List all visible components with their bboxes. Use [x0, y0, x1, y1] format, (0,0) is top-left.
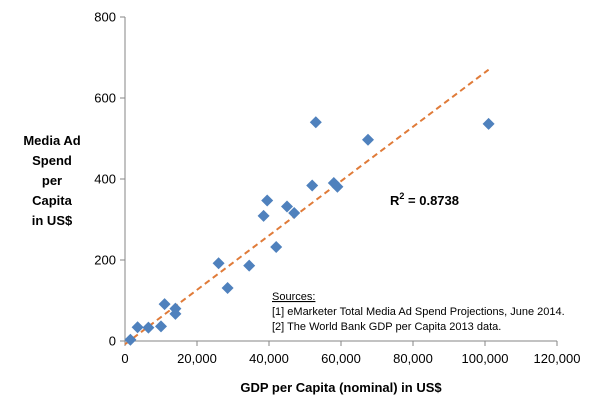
y-tick-label: 800	[94, 10, 116, 25]
r-squared-annotation: R2 = 0.8738	[390, 191, 459, 208]
data-point	[257, 209, 270, 222]
data-point	[142, 321, 155, 334]
y-tick-label: 0	[109, 334, 116, 349]
x-tick-label: 0	[121, 351, 128, 366]
source-line-2: [2] The World Bank GDP per Capita 2013 d…	[272, 321, 501, 333]
y-tick-label: 600	[94, 91, 116, 106]
data-point	[221, 281, 234, 294]
sources-heading: Sources:	[272, 291, 315, 303]
data-point	[155, 320, 167, 333]
data-point	[306, 179, 319, 192]
y-axis-label-line: Media Ad	[23, 133, 80, 148]
data-point	[261, 194, 274, 207]
x-axis-ticks: 0 20,000 40,000 60,000 80,000 100,000 120,000	[121, 341, 581, 366]
data-point	[331, 180, 344, 193]
trendline	[124, 68, 490, 346]
x-tick-label: 60,000	[321, 351, 361, 366]
data-point	[169, 307, 182, 320]
y-axis-label-line: in US$	[32, 213, 73, 228]
y-tick-label: 400	[94, 172, 116, 187]
x-tick-label: 40,000	[249, 351, 289, 366]
y-tick-label: 200	[94, 253, 116, 268]
y-axis-label-line: Spend	[32, 153, 72, 168]
x-tick-label: 20,000	[177, 351, 217, 366]
source-line-1: [1] eMarketer Total Media Ad Spend Proje…	[272, 306, 565, 318]
y-axis-label-line: per	[42, 173, 62, 188]
data-point	[309, 116, 322, 129]
x-tick-label: 100,000	[462, 351, 509, 366]
x-tick-label: 120,000	[534, 351, 581, 366]
y-axis-ticks: 0 200 400 600 800	[94, 10, 125, 349]
data-point	[482, 117, 495, 130]
data-point	[243, 259, 256, 272]
x-tick-label: 80,000	[393, 351, 433, 366]
x-axis-label: GDP per Capita (nominal) in US$	[240, 380, 442, 395]
y-axis-label-line: Capita	[32, 193, 73, 208]
data-point	[212, 257, 225, 270]
data-point	[288, 207, 301, 220]
data-point	[131, 321, 144, 334]
data-point	[158, 298, 171, 311]
data-point	[281, 200, 293, 213]
data-points	[124, 116, 495, 346]
data-point	[270, 241, 283, 254]
y-axis-label: Media Ad Spend per Capita in US$	[23, 133, 80, 228]
data-point	[124, 333, 137, 346]
data-point	[362, 133, 374, 146]
